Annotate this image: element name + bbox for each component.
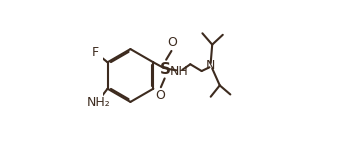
Text: NH₂: NH₂: [87, 96, 110, 109]
Text: F: F: [92, 46, 99, 59]
Text: NH: NH: [170, 64, 189, 78]
Text: O: O: [167, 36, 177, 49]
Text: S: S: [160, 62, 171, 77]
Text: O: O: [155, 89, 165, 102]
Text: N: N: [206, 59, 215, 72]
